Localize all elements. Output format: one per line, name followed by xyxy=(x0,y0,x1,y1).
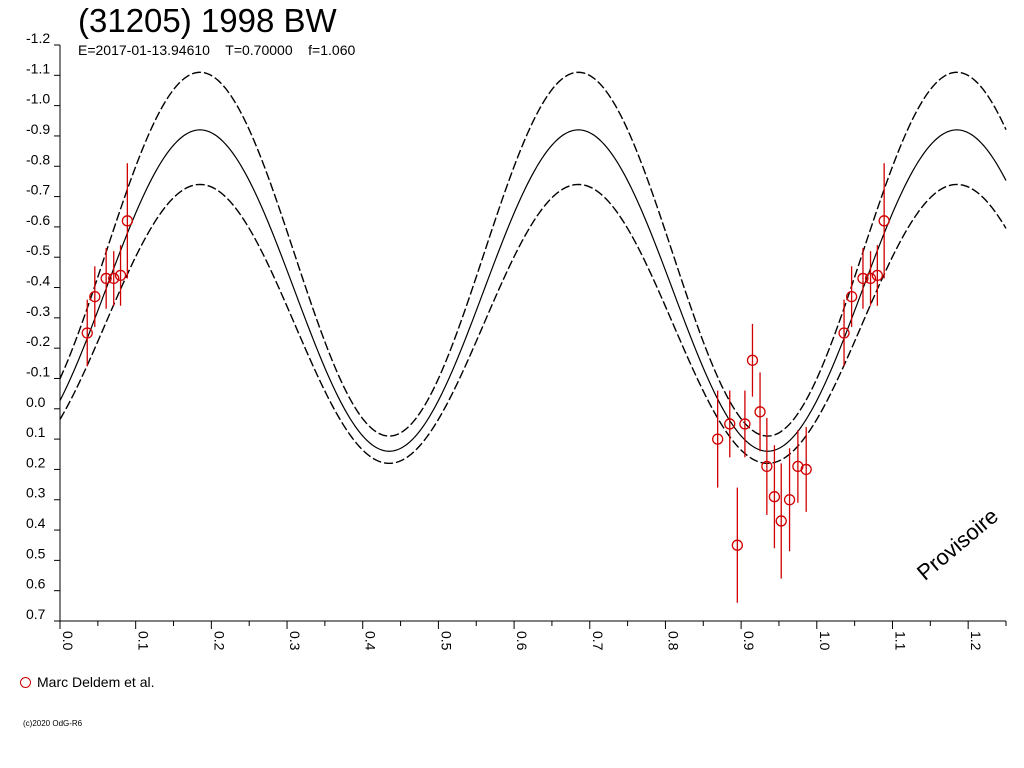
y-tick-label: -0.2 xyxy=(26,333,50,349)
data-point xyxy=(871,269,883,282)
x-tick-label: 0.8 xyxy=(665,631,681,651)
y-tick-label: 0.5 xyxy=(26,545,46,561)
data-point xyxy=(857,272,869,285)
y-tick-label: 0.2 xyxy=(26,454,46,470)
period-text: T=0.70000 xyxy=(225,42,293,58)
model-curve-lower-envelope xyxy=(59,183,1007,465)
x-tick-label: 0.7 xyxy=(590,631,606,651)
x-tick-label: 0.5 xyxy=(438,631,454,651)
y-tick-label: -0.4 xyxy=(26,273,50,289)
y-tick-label: -0.9 xyxy=(26,121,50,137)
data-point xyxy=(754,406,766,418)
model-curve-center xyxy=(59,129,1007,452)
data-point xyxy=(746,354,759,366)
chart-subtitle: E=2017-01-13.94610 T=0.70000 f=1.060 xyxy=(78,42,355,58)
x-tick-label: 1.2 xyxy=(968,631,984,651)
x-tick-label: 1.1 xyxy=(892,631,908,651)
data-point xyxy=(838,327,850,339)
model-curve-upper-envelope xyxy=(59,71,1007,437)
data-point xyxy=(731,539,743,551)
data-point xyxy=(121,215,134,227)
y-tick-label: -1.1 xyxy=(26,60,50,76)
chart-title: (31205) 1998 BW xyxy=(78,2,337,39)
data-point xyxy=(724,418,736,430)
data-point xyxy=(81,327,93,339)
f-text: f=1.060 xyxy=(308,42,356,58)
y-tick-label: 0.1 xyxy=(26,424,46,440)
data-point xyxy=(114,269,127,282)
y-tick-label: 0.0 xyxy=(26,394,46,410)
data-point xyxy=(108,272,120,285)
data-point xyxy=(800,463,812,476)
x-tick-label: 0.9 xyxy=(741,631,757,651)
y-tick-label: -1.0 xyxy=(26,91,50,107)
x-tick-label: 0.4 xyxy=(363,631,379,651)
copyright-text: (c)2020 OdG-R6 xyxy=(23,719,83,728)
data-point xyxy=(100,272,112,285)
y-tick-label: -0.3 xyxy=(26,303,50,319)
y-tick-label: -0.5 xyxy=(26,242,50,258)
data-point xyxy=(775,515,787,527)
data-point xyxy=(864,272,877,285)
y-tick-label: -0.6 xyxy=(26,212,50,228)
legend-marker-icon xyxy=(20,676,31,688)
data-point xyxy=(845,290,858,303)
y-tick-label: -0.8 xyxy=(26,151,50,167)
y-tick-label: 0.7 xyxy=(26,606,46,622)
legend-label: Marc Deldem et al. xyxy=(37,674,155,690)
y-tick-label: 0.4 xyxy=(26,515,46,531)
x-tick-label: 0.2 xyxy=(211,631,227,651)
x-tick-label: 0.3 xyxy=(287,631,303,651)
data-point xyxy=(761,460,773,473)
y-tick-label: -1.2 xyxy=(26,30,50,46)
x-tick-label: 1.0 xyxy=(817,631,833,651)
epoch-text: E=2017-01-13.94610 xyxy=(78,42,210,58)
data-point xyxy=(89,290,101,303)
data-point xyxy=(739,418,751,430)
y-tick-label: 0.6 xyxy=(26,576,46,592)
y-tick-label: -0.1 xyxy=(26,363,50,379)
data-point xyxy=(783,494,796,506)
x-tick-label: 0.1 xyxy=(136,631,152,651)
y-tick-label: 0.3 xyxy=(26,485,46,501)
data-point xyxy=(768,491,781,503)
y-tick-label: -0.7 xyxy=(26,182,50,198)
data-point xyxy=(712,433,724,445)
legend: Marc Deldem et al. xyxy=(20,674,154,690)
x-tick-label: 0.0 xyxy=(60,631,76,651)
x-tick-label: 0.6 xyxy=(514,631,530,651)
data-point xyxy=(878,215,890,227)
